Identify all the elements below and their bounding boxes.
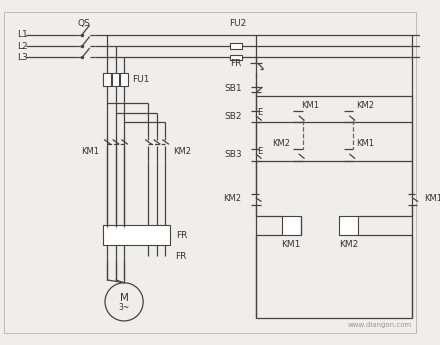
Text: KM2: KM2 [173,147,191,156]
Text: QS: QS [77,19,90,28]
Text: M: M [120,293,128,303]
Text: KM1: KM1 [301,101,319,110]
Bar [103,226,170,245]
Bar [103,73,111,86]
Text: E: E [257,108,262,117]
Text: KM2: KM2 [339,240,358,249]
Text: L3: L3 [17,53,28,62]
Text: FR: FR [176,230,188,239]
Text: 3~: 3~ [118,303,130,312]
Bar [120,73,128,86]
Bar [339,216,358,235]
Text: SB1: SB1 [224,83,242,92]
Text: KM1: KM1 [424,194,440,203]
Text: KM1: KM1 [282,240,301,249]
Text: KM1: KM1 [356,139,374,148]
Text: KM2: KM2 [224,194,242,203]
Text: E: E [257,147,262,156]
Bar [230,55,242,60]
Text: www.diangon.com: www.diangon.com [348,322,412,328]
Text: KM1: KM1 [81,147,99,156]
Text: KM2: KM2 [356,101,374,110]
Text: FR: FR [230,59,242,68]
Text: FU1: FU1 [132,75,149,84]
Text: KM2: KM2 [272,139,290,148]
Text: L2: L2 [17,41,28,50]
Text: FR: FR [175,252,186,260]
Bar [112,73,119,86]
Text: SB3: SB3 [224,150,242,159]
Text: FU2: FU2 [229,19,246,28]
Text: L1: L1 [17,30,28,39]
Bar [282,216,301,235]
Bar [230,43,242,49]
Text: SB2: SB2 [224,112,242,121]
